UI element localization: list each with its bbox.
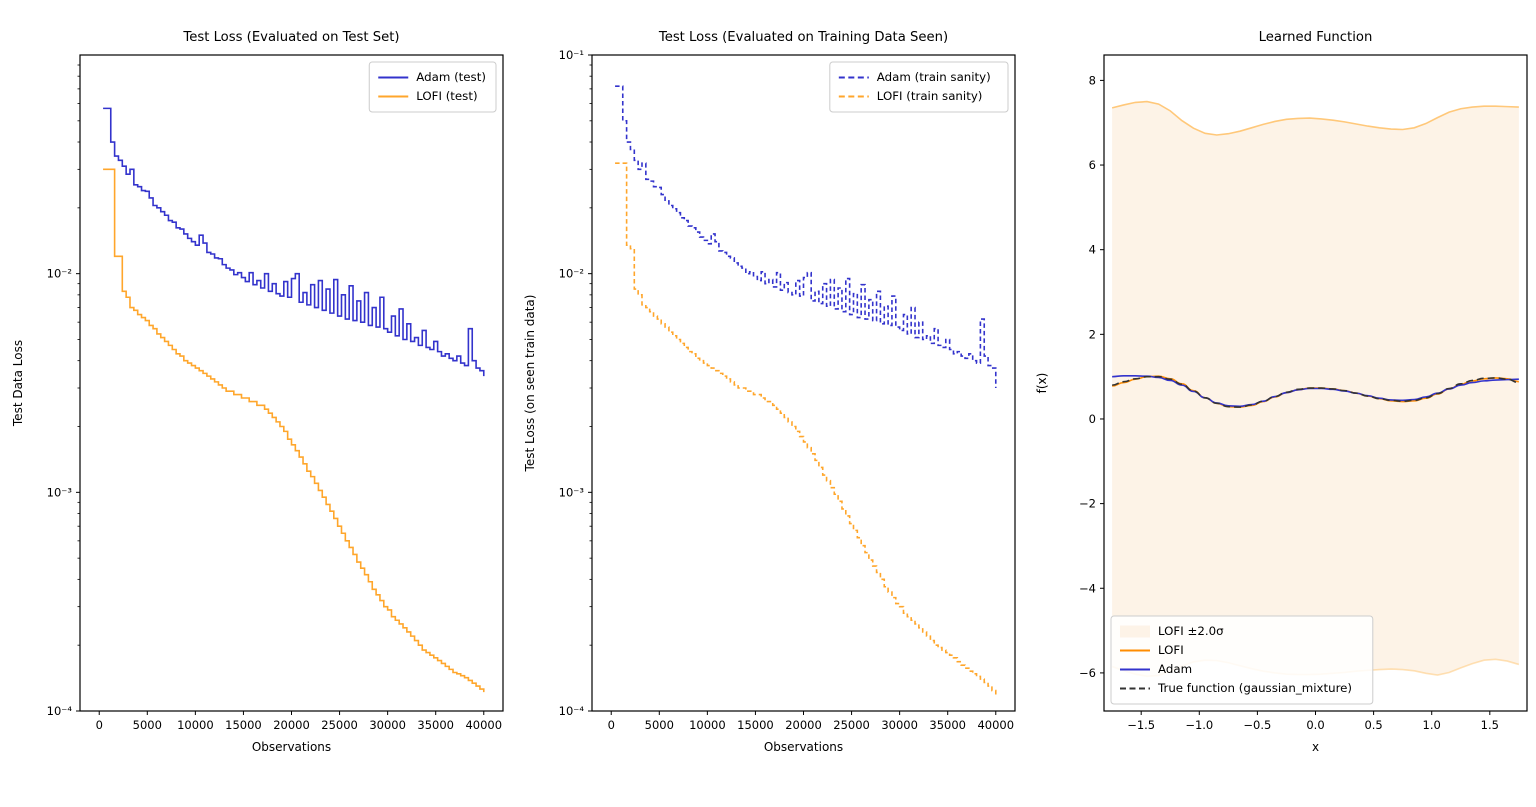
y-tick-label: 8 [1089,73,1096,87]
x-tick-label: 35000 [417,718,454,732]
legend-label: Adam (test) [416,70,486,84]
x-tick-label: 30000 [881,718,918,732]
subplot-learned-function: Learned Function −1.5 −1.0 −0.5 0.0 0.5 1.0 1.5… [1024,0,1536,807]
subplot-test-loss-train-seen: Test Loss (Evaluated on Training Data Se… [512,0,1024,807]
legend-label: LOFI ±2.0σ [1158,624,1224,638]
x-tick-label: 40000 [465,718,502,732]
legend-label: LOFI (train sanity) [877,89,983,103]
x-tick-label: 20000 [273,718,310,732]
y-tick-label: 4 [1089,243,1096,257]
plot-title-3: Learned Function [1259,30,1373,45]
x-tick-label: 10000 [689,718,726,732]
x-tick-label: 25000 [833,718,870,732]
x-tick-label: 35000 [929,718,966,732]
x-tick-label: −0.5 [1243,718,1271,732]
x-tick-label: 5000 [133,718,162,732]
x-tick-label: 25000 [321,718,358,732]
axes-frame-2 [591,54,1016,712]
plot-title-1: Test Loss (Evaluated on Test Set) [182,30,399,45]
x-tick-label: −1.0 [1185,718,1213,732]
x-tick-label: 0.0 [1306,718,1324,732]
legend-background [368,61,497,113]
y-tick-label: 10⁻⁴ [47,704,73,718]
legend-3: LOFI ±2.0σ LOFI Adam True function (gaussia… [1110,615,1374,705]
x-tick-label: 1.5 [1481,718,1499,732]
uncertainty-band-upper-edge [1111,100,1519,136]
x-tick-label: 20000 [785,718,822,732]
x-axis-label: Observations [252,740,331,754]
subplot-test-loss-test-set: Test Loss (Evaluated on Test Set) 0 5000 10… [0,0,512,807]
legend-label: Adam (train sanity) [877,70,991,84]
legend-label: LOFI (test) [416,89,477,103]
legend-2: Adam (train sanity) LOFI (train sanity) [829,61,1009,113]
x-tick-label: 0 [96,718,103,732]
legend-background [1110,615,1374,705]
y-tick-label: −2 [1079,497,1096,511]
legend-1: Adam (test) LOFI (test) [368,61,497,113]
y-tick-label: 10⁻¹ [559,48,584,62]
y-axis-label: Test Loss (on seen train data) [523,295,537,473]
y-tick-label: 0 [1089,412,1096,426]
x-tick-label: 0 [608,718,615,732]
legend-background [829,61,1009,113]
y-tick-label: 10⁻³ [47,485,73,499]
series-line-adam-train-sanity- [615,85,997,389]
y-tick-label: −6 [1079,666,1096,680]
series-line-true-function-gaussian-mixture- [1112,375,1519,408]
x-axis-label: x [1312,740,1319,754]
legend-swatch-patch [1120,625,1150,638]
x-tick-label: 1.0 [1423,718,1441,732]
x-tick-label: 30000 [369,718,406,732]
plot-title-2: Test Loss (Evaluated on Training Data Se… [658,30,948,45]
series-line-lofi-test- [103,168,485,693]
y-tick-label: 6 [1089,158,1096,172]
plot-area-1: Test Loss (Evaluated on Test Set) 0 5000 10… [11,30,504,754]
y-tick-label: −4 [1079,581,1096,595]
x-tick-label: 5000 [645,718,674,732]
y-tick-label: 10⁻² [559,267,584,281]
legend-label: LOFI [1158,643,1184,657]
legend-label: True function (gaussian_mixture) [1157,681,1352,695]
plot-area-3: Learned Function −1.5 −1.0 −0.5 0.0 0.5 1.0 1.5… [1035,30,1528,754]
y-axis-label: Test Data Loss [11,340,25,427]
y-tick-label: 10⁻⁴ [559,704,585,718]
y-tick-label: 2 [1089,327,1096,341]
series-line-lofi-train-sanity- [615,162,997,696]
y-tick-label: 10⁻² [47,267,72,281]
y-axis-label: f(x) [1035,373,1049,394]
x-tick-label: 10000 [177,718,214,732]
series-line-adam-test- [103,107,485,377]
x-tick-label: 15000 [225,718,262,732]
x-tick-label: −1.5 [1127,718,1155,732]
plot-area-2: Test Loss (Evaluated on Training Data Se… [523,30,1016,754]
legend-label: Adam [1158,662,1192,676]
axes-frame-1 [79,54,504,712]
x-tick-label: 0.5 [1364,718,1382,732]
x-tick-label: 40000 [977,718,1014,732]
x-tick-label: 15000 [737,718,774,732]
y-tick-label: 10⁻³ [559,485,585,499]
x-axis-label: Observations [764,740,843,754]
